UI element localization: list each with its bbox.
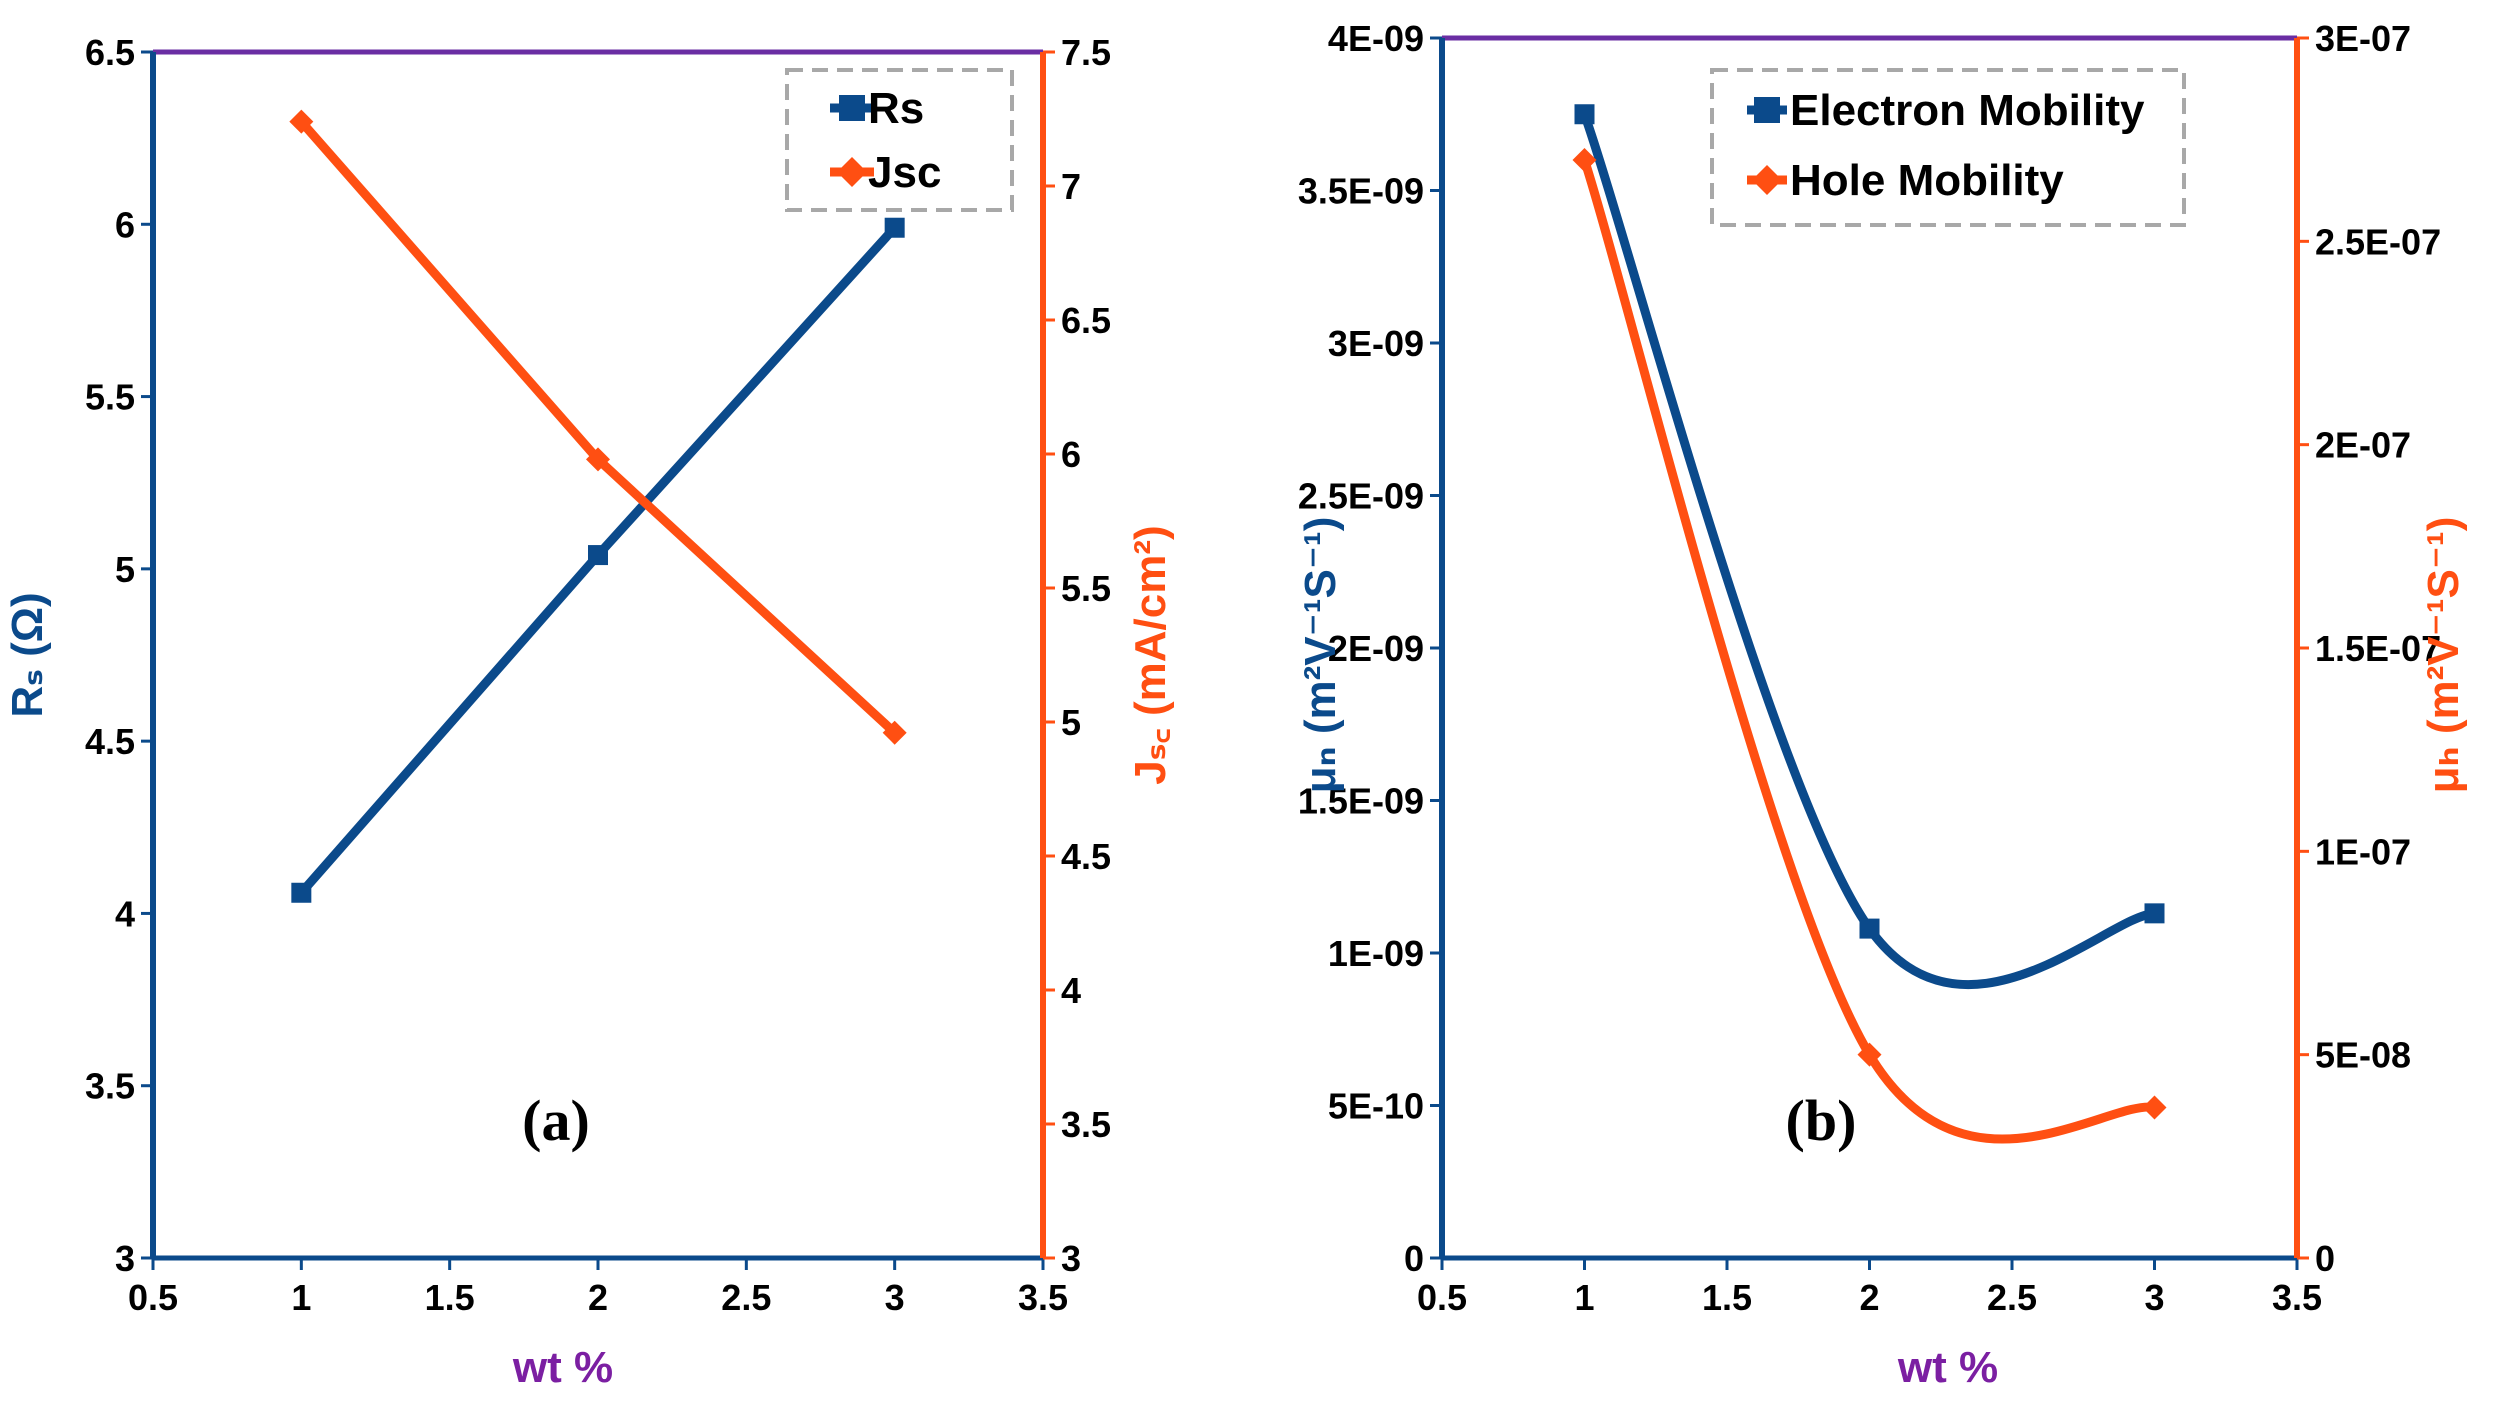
x-tick-label: 2.5 — [721, 1277, 771, 1318]
legend-label: Hole Mobility — [1790, 156, 2064, 205]
y-left-tick-label: 3E-09 — [1328, 323, 1424, 364]
y-left-tick-label: 5 — [115, 549, 135, 590]
legend-swatch-marker — [1752, 165, 1782, 195]
data-point — [1857, 1042, 1882, 1067]
x-tick-label: 0.5 — [128, 1277, 178, 1318]
x-tick-label: 2.5 — [1987, 1277, 2037, 1318]
data-point — [586, 447, 610, 472]
y-left-tick-label: 2.5E-09 — [1298, 476, 1424, 517]
y-left-tick-label: 3.5 — [85, 1066, 135, 1107]
legend-label: Rs — [868, 84, 924, 133]
y-right-tick-label: 7 — [1061, 166, 1081, 207]
y-right-tick-label: 5E-08 — [2315, 1035, 2411, 1076]
y-left-tick-label: 1E-09 — [1328, 933, 1424, 974]
series-line — [1580, 109, 2159, 989]
series-rs — [291, 217, 905, 903]
data-point — [1859, 918, 1880, 939]
legend: Electron Mobility Hole Mobility — [1710, 68, 2186, 227]
y-left-tick-label: 6 — [115, 204, 135, 245]
y-right-tick-label: 4 — [1061, 970, 1081, 1011]
legend: Rs Jsc — [785, 68, 1014, 212]
x-tick-label: 2 — [1859, 1277, 1879, 1318]
y-left-tick-label: 3.5E-09 — [1298, 171, 1424, 212]
series-hole-mobility — [1572, 148, 2167, 1144]
series-electron-mobility — [1574, 104, 2165, 989]
x-tick-label: 2 — [588, 1277, 608, 1318]
legend-swatch-marker — [1754, 97, 1780, 123]
data-point — [2144, 903, 2165, 924]
legend-item: Hole Mobility — [1747, 156, 2064, 205]
data-point — [291, 882, 312, 903]
x-tick-label: 1 — [1574, 1277, 1594, 1318]
y-left-tick-label: 5.5 — [85, 377, 135, 418]
y-left-tick-label: 1.5E-09 — [1298, 781, 1424, 822]
chart-panel-a: 0.5 1 1.5 2 2.5 3 3.533.544.555.566.533.544.55… — [3, 32, 1175, 1392]
legend-swatch-marker — [837, 157, 867, 187]
y-right-axis-title: μₕ (m²V⁻¹S⁻¹) — [2419, 517, 2468, 794]
y-right-tick-label: 5.5 — [1061, 568, 1111, 609]
data-point — [1572, 148, 1597, 172]
series-line — [296, 117, 900, 738]
y-left-tick-label: 4 — [115, 893, 135, 934]
data-point — [1574, 104, 1595, 125]
x-tick-label: 1.5 — [425, 1277, 475, 1318]
panel-label: (a) — [522, 1088, 590, 1153]
y-left-axis-title: Rₛ (Ω) — [3, 592, 52, 717]
y-left-tick-label: 4.5 — [85, 721, 135, 762]
series-jsc — [289, 109, 907, 745]
x-tick-label: 1.5 — [1702, 1277, 1752, 1318]
y-right-tick-label: 1E-07 — [2315, 831, 2411, 872]
y-left-tick-label: 0 — [1404, 1238, 1424, 1279]
data-point — [2142, 1095, 2167, 1120]
y-left-tick-label: 3 — [115, 1238, 135, 1279]
y-right-tick-label: 1.5E-07 — [2315, 628, 2441, 669]
data-point — [884, 217, 905, 238]
x-axis-title: wt % — [512, 1343, 613, 1392]
y-right-tick-label: 7.5 — [1061, 32, 1111, 73]
y-right-tick-label: 2E-07 — [2315, 425, 2411, 466]
series-line — [1580, 155, 2159, 1144]
y-right-tick-label: 3E-07 — [2315, 18, 2411, 59]
legend-label: Jsc — [868, 148, 941, 197]
y-right-tick-label: 6.5 — [1061, 300, 1111, 341]
legend-item: Jsc — [830, 148, 941, 197]
x-tick-label: 3 — [2144, 1277, 2164, 1318]
data-point — [882, 720, 907, 745]
y-right-tick-label: 6 — [1061, 434, 1081, 475]
x-tick-label: 3.5 — [1018, 1277, 1068, 1318]
legend-item: Electron Mobility — [1747, 86, 2145, 135]
legend-label: Electron Mobility — [1790, 86, 2145, 135]
y-left-axis-title: μₙ (m²V⁻¹S⁻¹) — [1296, 517, 1345, 794]
y-left-tick-label: 6.5 — [85, 32, 135, 73]
y-right-tick-label: 3 — [1061, 1238, 1081, 1279]
chart-panel-b: 0.5 1 1.5 2 2.5 3 3.505E-101E-091.5E-092E-092.… — [1296, 18, 2468, 1392]
legend-swatch-marker — [839, 95, 865, 121]
data-point — [588, 545, 608, 566]
x-tick-label: 1 — [291, 1277, 311, 1318]
y-right-tick-label: 0 — [2315, 1238, 2335, 1279]
y-left-tick-label: 5E-10 — [1328, 1086, 1424, 1127]
legend-item: Rs — [830, 84, 924, 133]
y-left-tick-label: 2E-09 — [1328, 628, 1424, 669]
y-right-tick-label: 4.5 — [1061, 836, 1111, 877]
y-left-tick-label: 4E-09 — [1328, 18, 1424, 59]
y-right-tick-label: 3.5 — [1061, 1104, 1111, 1145]
panel-label: (b) — [1786, 1088, 1857, 1153]
x-tick-label: 3.5 — [2272, 1277, 2322, 1318]
legend-box — [785, 68, 1014, 212]
legend-box — [1710, 68, 2186, 227]
x-axis-title: wt % — [1897, 1343, 1998, 1392]
x-tick-label: 0.5 — [1417, 1277, 1467, 1318]
x-tick-label: 3 — [885, 1277, 905, 1318]
y-right-tick-label: 5 — [1061, 702, 1081, 743]
y-right-tick-label: 2.5E-07 — [2315, 221, 2441, 262]
y-right-axis-title: Jₛ꜀ (mA/cm²) — [1126, 525, 1175, 784]
data-point — [289, 109, 314, 134]
